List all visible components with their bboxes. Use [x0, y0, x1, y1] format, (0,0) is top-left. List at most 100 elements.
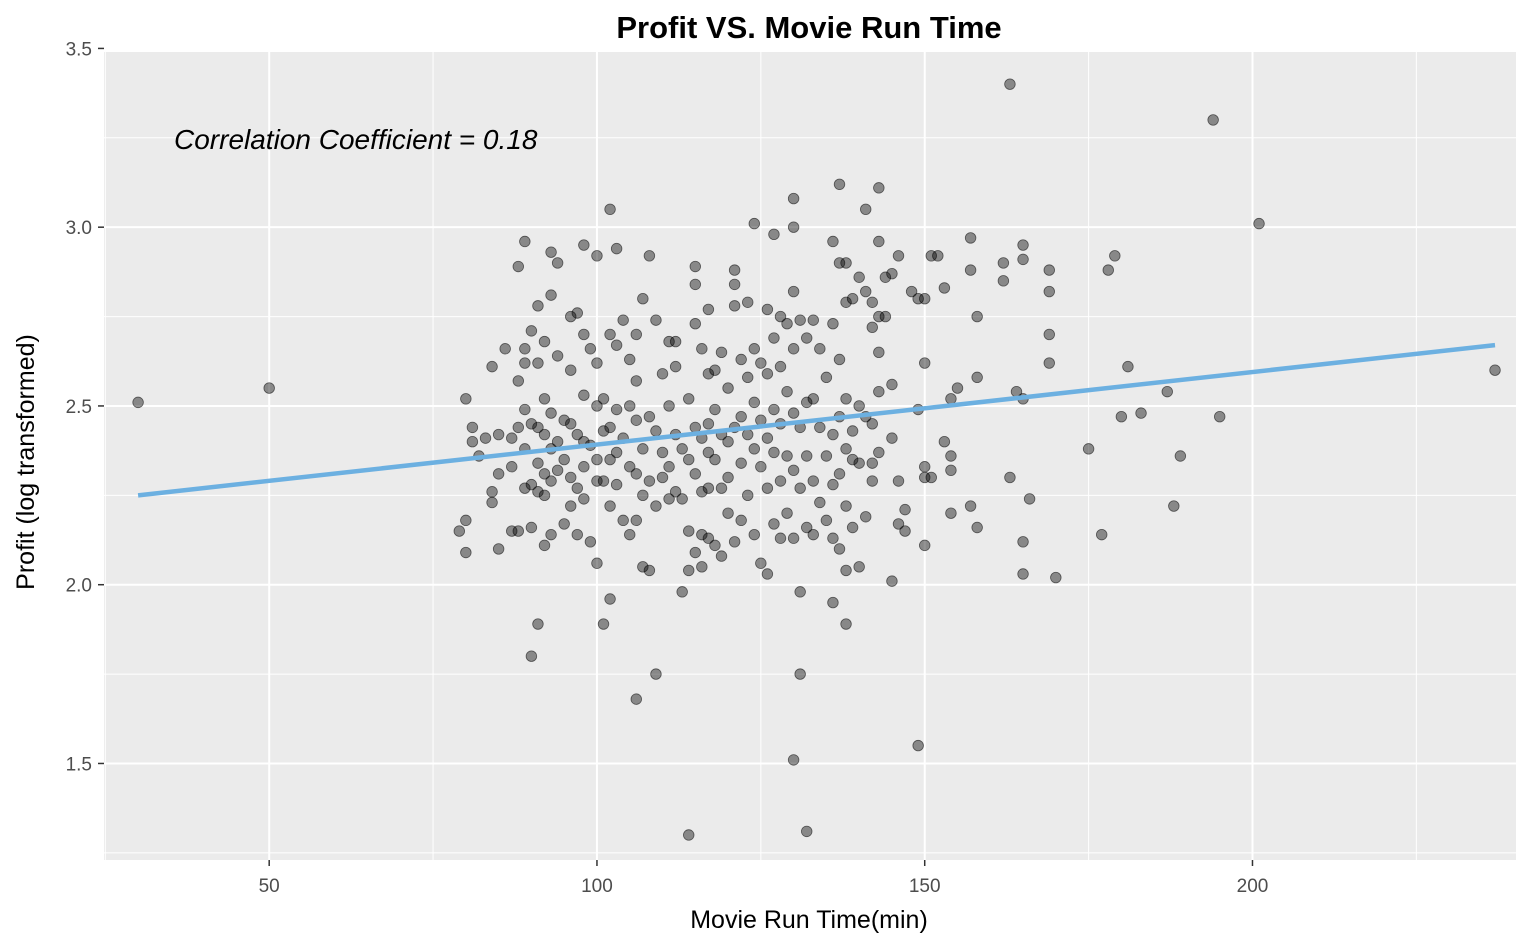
- data-point: [683, 393, 695, 405]
- data-point: [761, 482, 774, 494]
- data-point: [610, 446, 623, 459]
- data-point: [617, 314, 629, 326]
- data-point: [545, 528, 557, 541]
- data-point: [886, 432, 898, 444]
- data-point: [597, 425, 610, 437]
- data-point: [1253, 217, 1265, 230]
- data-point: [643, 475, 656, 487]
- data-point: [669, 335, 682, 348]
- data-point: [525, 650, 538, 662]
- plot-panel: [104, 52, 1516, 860]
- data-point: [610, 403, 623, 416]
- data-point: [1096, 528, 1108, 541]
- data-point: [919, 357, 931, 369]
- data-point: [761, 568, 774, 580]
- data-point: [840, 296, 852, 308]
- data-point: [919, 292, 931, 305]
- x-tick-label: 150: [909, 876, 941, 897]
- data-point: [591, 557, 603, 569]
- data-point: [787, 221, 800, 233]
- data-point: [742, 296, 754, 308]
- data-point: [571, 482, 583, 494]
- data-point: [1122, 360, 1134, 373]
- data-point: [571, 528, 583, 541]
- data-point: [506, 525, 518, 537]
- data-point: [512, 375, 524, 387]
- data-point: [702, 418, 715, 430]
- data-point: [578, 461, 590, 473]
- data-point: [964, 500, 977, 512]
- data-point: [263, 382, 275, 394]
- data-point: [905, 285, 918, 298]
- data-point: [610, 478, 623, 491]
- data-point: [879, 271, 892, 283]
- data-point: [506, 432, 518, 444]
- data-point: [1082, 443, 1095, 455]
- data-point: [551, 464, 564, 477]
- data-point: [604, 453, 616, 466]
- data-point: [538, 428, 551, 441]
- data-point: [833, 257, 846, 269]
- data-point: [650, 314, 662, 326]
- data-point: [551, 350, 564, 362]
- data-point: [702, 368, 715, 380]
- data-point: [997, 257, 1010, 269]
- data-point: [637, 292, 649, 305]
- data-point: [591, 453, 603, 466]
- data-point: [610, 242, 623, 255]
- data-point: [925, 250, 937, 262]
- minor-gridlines: [104, 52, 1516, 860]
- data-point: [768, 518, 780, 530]
- data-point: [591, 475, 603, 487]
- data-point: [656, 446, 669, 459]
- data-point: [565, 310, 577, 323]
- data-point: [945, 393, 957, 405]
- data-point: [787, 754, 800, 766]
- data-point: [486, 486, 498, 498]
- data-point: [676, 586, 688, 598]
- correlation-annotation: Correlation Coefficient = 0.18: [174, 124, 538, 155]
- x-tick-label: 50: [259, 876, 280, 897]
- data-point: [624, 461, 636, 473]
- data-point: [860, 285, 872, 298]
- data-point: [689, 260, 701, 273]
- data-point: [774, 310, 787, 323]
- data-point: [1207, 114, 1219, 126]
- data-point: [846, 292, 859, 305]
- data-point: [709, 539, 721, 552]
- data-point: [624, 353, 636, 366]
- data-point: [584, 343, 597, 355]
- data-point: [748, 217, 760, 230]
- data-point: [794, 314, 806, 326]
- data-point: [748, 343, 760, 355]
- data-point: [584, 536, 597, 548]
- data-point: [591, 357, 603, 369]
- data-point: [886, 575, 898, 587]
- data-point: [925, 471, 937, 484]
- data-point: [676, 493, 688, 505]
- data-point: [1115, 410, 1128, 423]
- data-point: [669, 360, 682, 373]
- data-point: [532, 421, 544, 434]
- data-point: [532, 357, 544, 369]
- data-point: [689, 546, 701, 559]
- data-point: [814, 343, 826, 355]
- data-point: [1489, 364, 1501, 376]
- data-point: [833, 543, 846, 555]
- data-point: [683, 525, 695, 537]
- data-point: [827, 428, 839, 441]
- data-point: [801, 396, 813, 409]
- data-point: [768, 228, 780, 241]
- data-point: [728, 278, 741, 291]
- data-point: [873, 346, 885, 359]
- data-point: [630, 414, 642, 426]
- data-point: [650, 425, 662, 437]
- data-point: [971, 371, 983, 384]
- data-point: [899, 503, 911, 516]
- data-point: [801, 332, 813, 344]
- data-point: [728, 536, 741, 548]
- data-point: [676, 443, 688, 455]
- data-point: [873, 235, 885, 248]
- data-point: [768, 446, 780, 459]
